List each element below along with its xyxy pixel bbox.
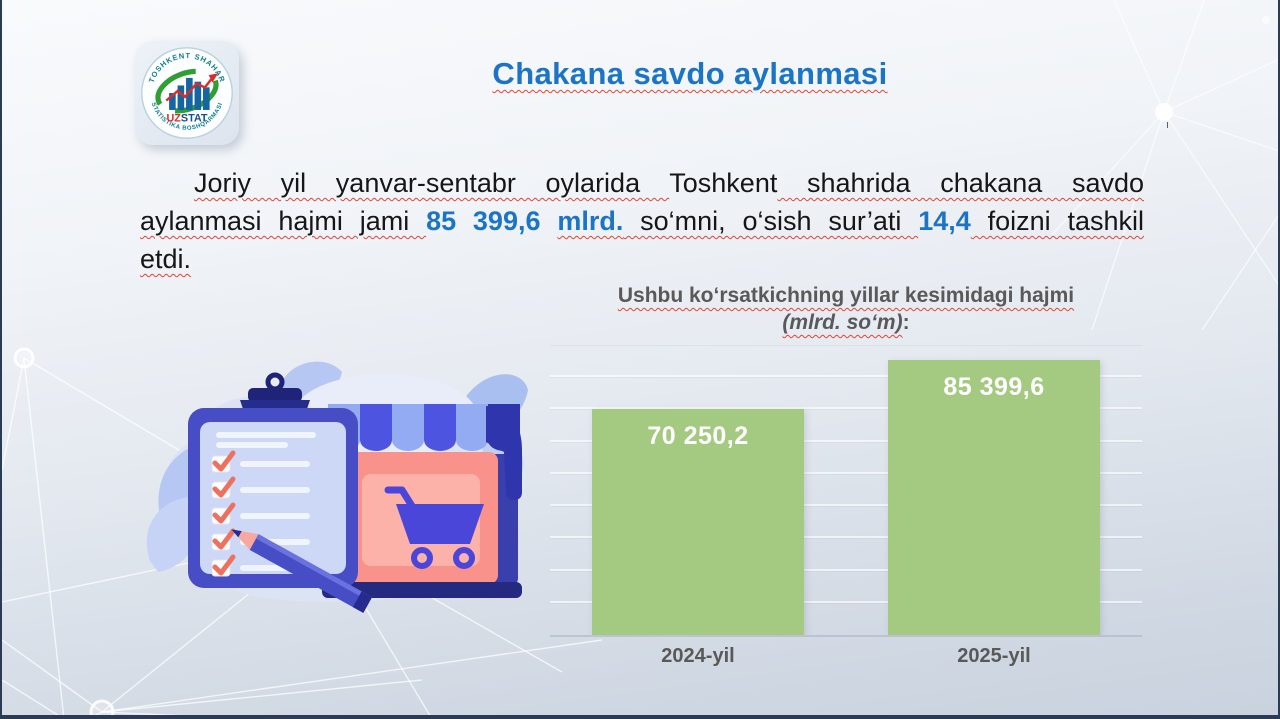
highlight-turnover-value: 85 399,6: [426, 206, 558, 236]
highlight-growth-value: 14,4: [918, 206, 971, 236]
logo-swoosh: [155, 68, 219, 114]
storefront-illustration: [322, 404, 522, 598]
chart-bar: 70 250,2: [592, 408, 804, 635]
highlight-turnover-unit: mlrd.: [557, 206, 624, 236]
logo-bars-icon: [169, 77, 210, 110]
chart-gridline: [550, 504, 1142, 507]
paragraph-line-3: etdi.: [140, 240, 1144, 278]
stray-mark: ı: [1166, 119, 1170, 131]
line2-text-a: aylanmasi hajmi jami: [140, 206, 427, 236]
chart-gridline: [550, 407, 1142, 410]
bar-column-2025: 85 399,6: [846, 345, 1142, 635]
chart-title-unit: (mlrd. so‘m): [782, 311, 903, 334]
x-axis-label: 2025-yil: [957, 645, 1031, 667]
logo-trend-line: [165, 78, 213, 102]
chart: Ushbu ko‘rsatkichning yillar kesimidagi …: [550, 282, 1142, 668]
svg-text:UZSTAT: UZSTAT: [166, 112, 207, 124]
pencil-icon: [231, 529, 373, 613]
page-title-text: Chakana savdo aylanmasi: [492, 56, 888, 91]
uzstat-logo: TOSHKENT SHAHAR STATISTIKA BOSHQARMASI U…: [141, 47, 233, 139]
line1-toshkent: Toshkent: [669, 168, 778, 198]
line2-text-b: so‘mni, o‘sish sur’ati: [623, 206, 919, 236]
chart-gridline: [550, 568, 1142, 571]
chart-gridline: [550, 600, 1142, 603]
page-title: Chakana savdo aylanmasi: [2, 56, 1278, 92]
chart-title-colon: :: [902, 311, 910, 334]
chart-bars: 70 250,2 85 399,6: [550, 345, 1142, 635]
logo-trend-arrow: [208, 73, 219, 83]
chart-bar: 85 399,6: [888, 359, 1100, 635]
line3-text: etdi.: [140, 244, 192, 274]
chart-gridline: [550, 375, 1142, 378]
intro-paragraph: Joriy yil yanvar-sentabr oylarida Toshke…: [140, 164, 1144, 278]
bar-value-label: 85 399,6: [943, 372, 1045, 401]
clipboard-illustration: [188, 372, 373, 613]
chart-gridline: [550, 536, 1142, 539]
x-axis-labels: 2024-yil 2025-yil: [550, 645, 1142, 668]
cart-icon: [384, 486, 484, 569]
chart-plot: 70 250,2 85 399,6: [550, 345, 1142, 637]
logo-name-uz: UZ: [166, 112, 181, 124]
line2-text-c: foizni tashkil: [970, 206, 1144, 236]
chart-title-main: Ushbu ko‘rsatkichning yillar kesimidagi …: [617, 284, 1075, 307]
bar-value-label: 70 250,2: [647, 421, 749, 450]
awning-icon: [328, 404, 522, 500]
line1-text-c: shahrida chakana savdo: [777, 168, 1144, 198]
line1-text-a: Joriy yil yanvar-sentabr oylarida: [194, 168, 670, 198]
x-axis-label: 2024-yil: [661, 645, 735, 667]
logo-tile: TOSHKENT SHAHAR STATISTIKA BOSHQARMASI U…: [135, 41, 239, 145]
bar-column-2024: 70 250,2: [550, 345, 846, 635]
logo-name-stat: STAT: [181, 112, 208, 124]
paragraph-line-2: aylanmasi hajmi jami 85 399,6 mlrd. so‘m…: [140, 202, 1144, 240]
chart-title: Ushbu ko‘rsatkichning yillar kesimidagi …: [615, 282, 1077, 336]
paragraph-line-1: Joriy yil yanvar-sentabr oylarida Toshke…: [140, 164, 1144, 202]
shopping-illustration: [146, 361, 528, 613]
chart-gridline: [550, 439, 1142, 442]
store-base: [322, 582, 522, 598]
chart-gridline: [550, 471, 1142, 474]
